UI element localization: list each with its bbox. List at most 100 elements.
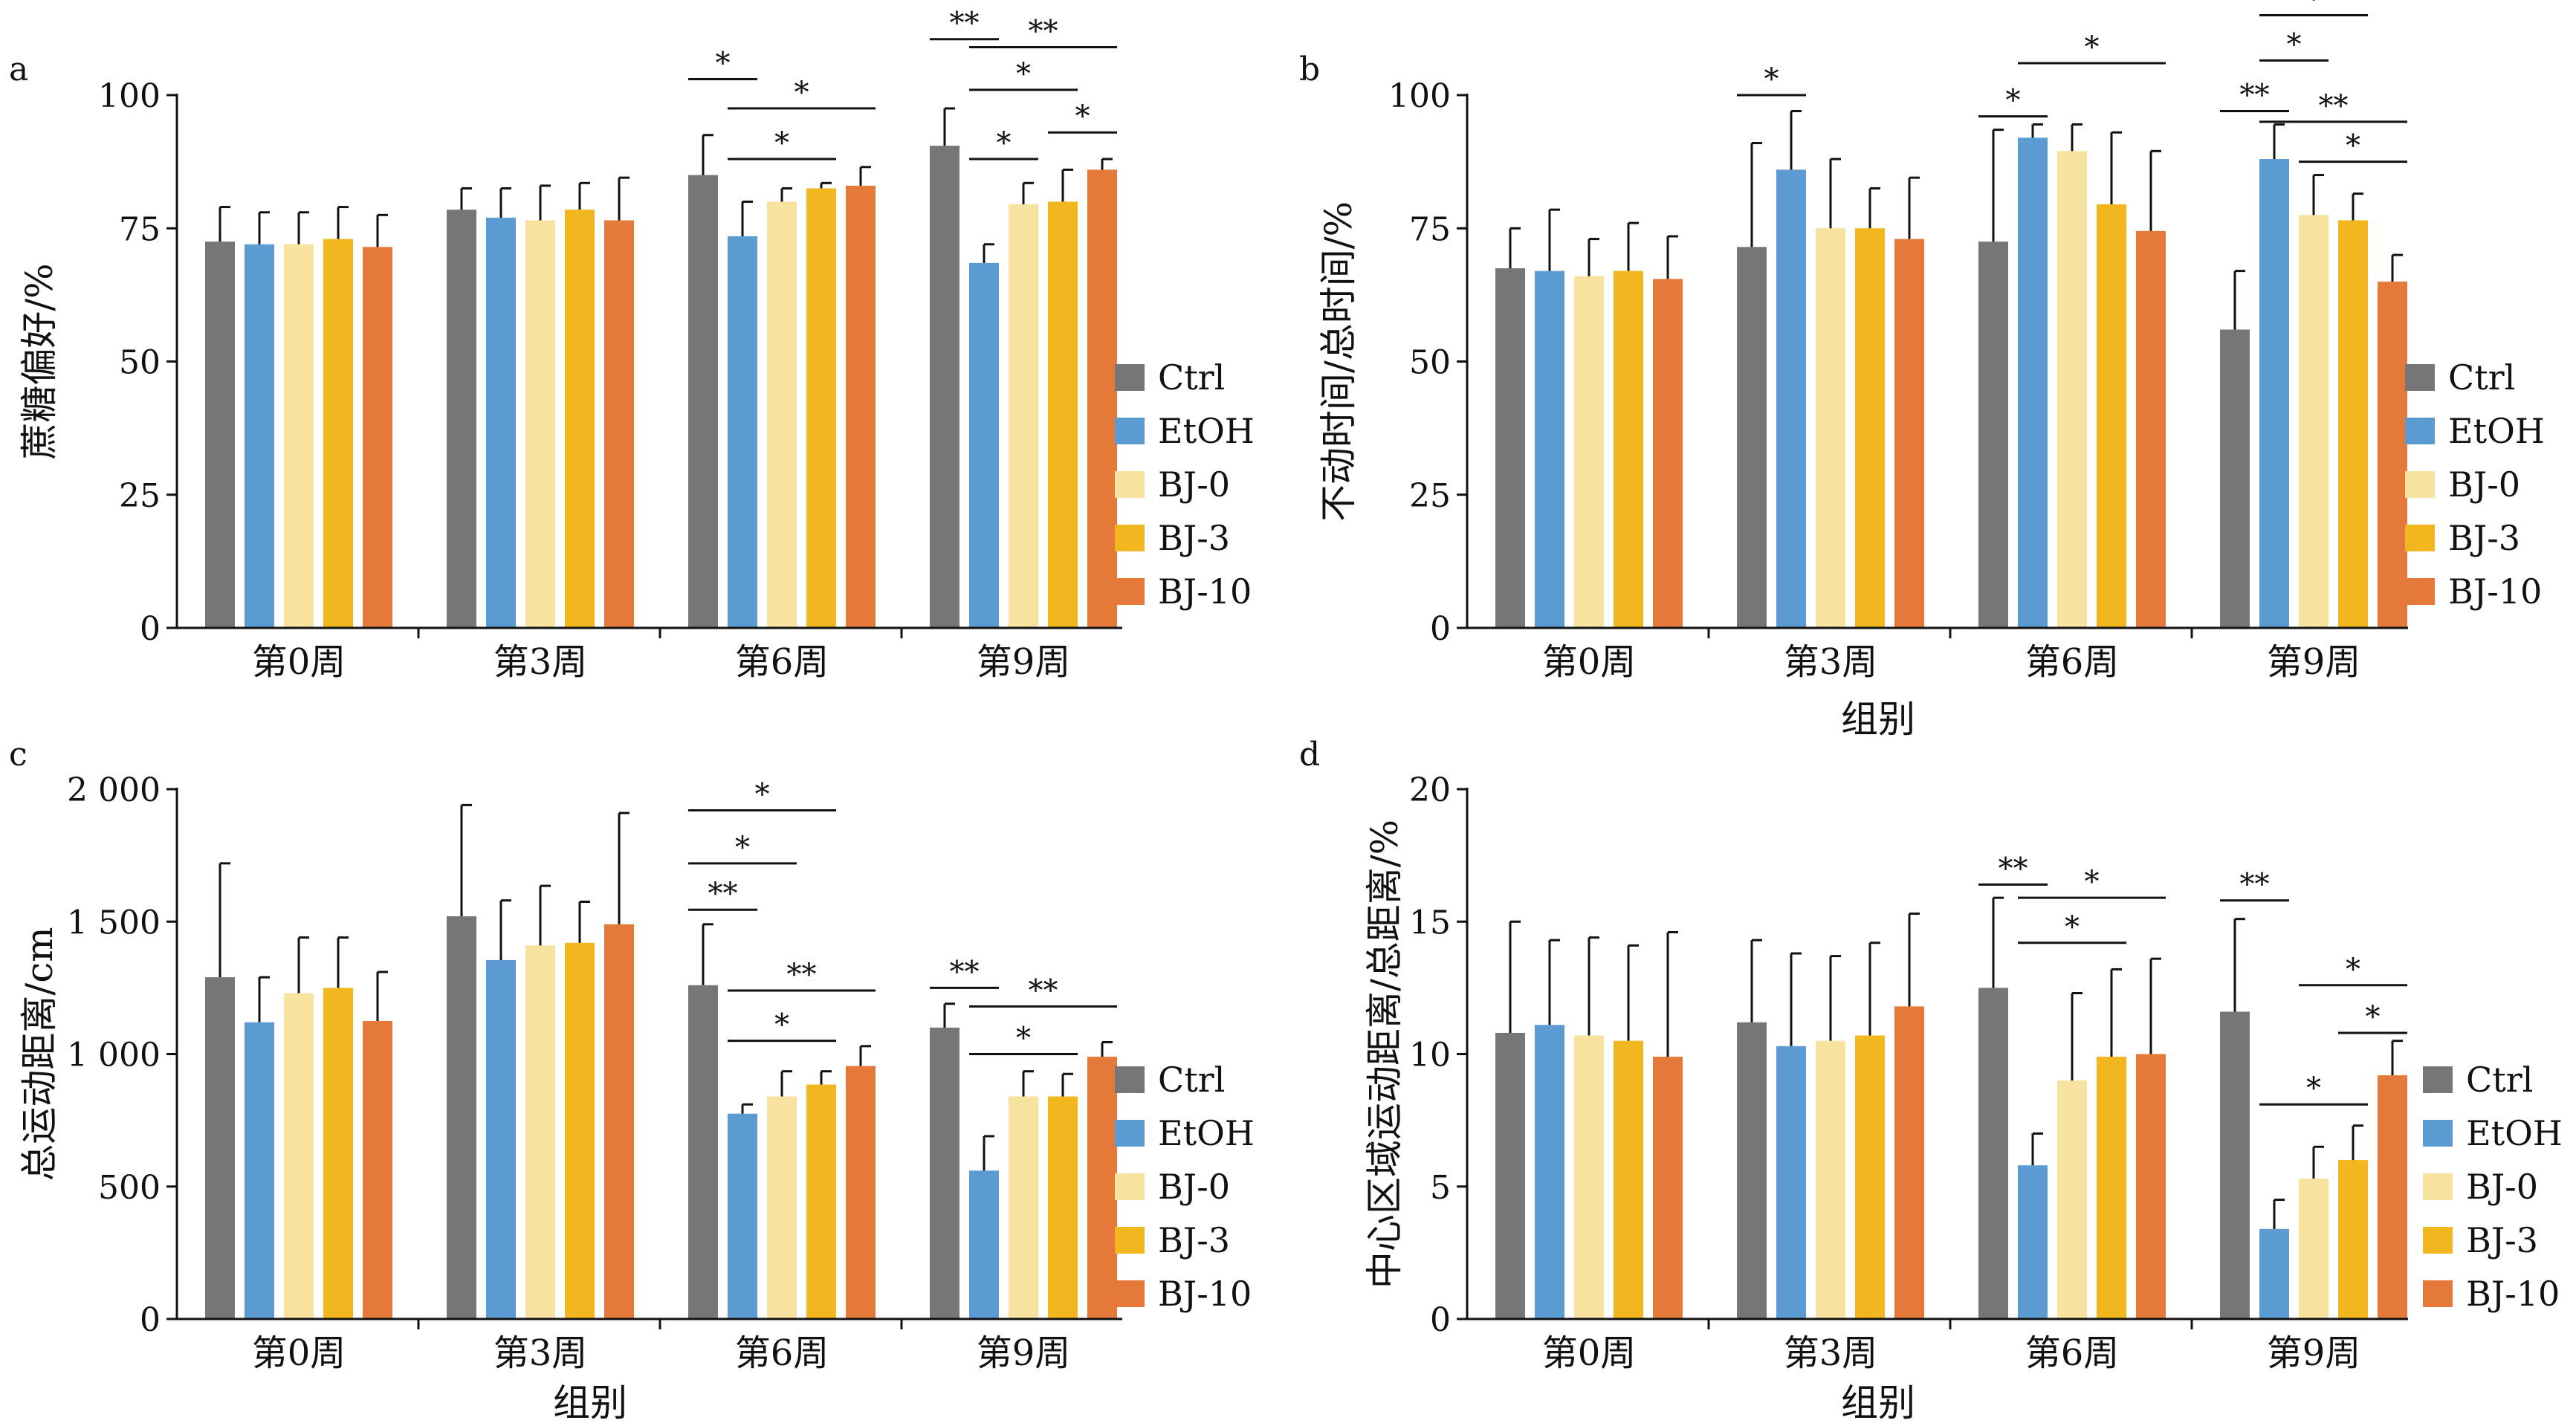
y-tick-label: 25	[119, 477, 161, 515]
bar	[1894, 1006, 1924, 1319]
legend-swatch	[2423, 1280, 2453, 1307]
bar	[205, 242, 235, 628]
legend-swatch	[2423, 1227, 2453, 1254]
significance-label: *	[774, 1008, 789, 1043]
significance-label: *	[1016, 57, 1031, 91]
y-tick-label: 25	[1409, 477, 1451, 515]
significance-label: *	[2006, 84, 2021, 118]
x-tick-label: 第6周	[2025, 641, 2120, 683]
bar	[1776, 1046, 1806, 1319]
significance-label: *	[1016, 1022, 1031, 1056]
y-tick-label: 0	[1430, 610, 1451, 648]
significance-label: *	[2306, 0, 2321, 16]
bar	[2259, 1228, 2289, 1319]
bar	[2136, 230, 2166, 629]
panel-label-a: a	[9, 51, 28, 88]
y-tick-label: 100	[1388, 77, 1451, 115]
legend-swatch	[1115, 1280, 1145, 1307]
bar	[1574, 1035, 1604, 1319]
bar	[1495, 268, 1525, 628]
bar	[1574, 276, 1604, 628]
legend-swatch	[2405, 578, 2435, 605]
legend-label: BJ-3	[2466, 1220, 2538, 1260]
bar	[2136, 1054, 2166, 1319]
bar	[525, 945, 555, 1319]
significance-label: *	[2085, 865, 2100, 899]
bar	[1894, 239, 1924, 629]
legend-swatch	[1115, 1120, 1145, 1147]
legend-label: EtOH	[2448, 411, 2545, 451]
significance-label: *	[795, 76, 809, 110]
bar	[1535, 270, 1564, 628]
bar	[447, 916, 476, 1319]
legend-label: BJ-0	[1158, 1167, 1230, 1207]
legend-label: BJ-3	[1158, 518, 1230, 558]
significance-label: **	[2240, 868, 2270, 902]
significance-label: *	[774, 126, 789, 161]
bar	[767, 201, 797, 628]
legend-swatch	[2423, 1066, 2453, 1093]
bar	[2057, 1080, 2087, 1319]
y-axis-label: 不动时间/总时间/%	[1317, 201, 1360, 522]
significance-label: **	[1029, 973, 1058, 1008]
y-tick-label: 75	[1409, 210, 1451, 248]
significance-label: **	[950, 955, 980, 989]
y-tick-label: 500	[98, 1169, 161, 1207]
y-tick-label: 0	[140, 1301, 161, 1339]
bar	[2259, 159, 2289, 629]
x-tick-label: 第3周	[1784, 641, 1878, 683]
y-tick-label: 1 500	[67, 904, 161, 942]
significance-label: *	[716, 46, 731, 80]
legend-label: Ctrl	[1158, 357, 1225, 398]
bar	[1978, 988, 2008, 1319]
significance-label: **	[2319, 89, 2349, 123]
y-tick-label: 1 000	[67, 1037, 161, 1075]
y-tick-label: 10	[1409, 1037, 1451, 1075]
significance-label: *	[1764, 62, 1779, 97]
x-tick-label: 第6周	[735, 1332, 829, 1374]
bar	[2378, 281, 2407, 628]
bar	[688, 985, 718, 1319]
bar	[2338, 1160, 2368, 1319]
bar	[1048, 201, 1078, 628]
x-tick-label: 第9周	[2267, 1332, 2361, 1374]
significance-label: *	[997, 126, 1012, 161]
bar	[930, 1027, 959, 1319]
significance-label: *	[2366, 1000, 2381, 1034]
legend-swatch	[1115, 578, 1145, 605]
bar	[969, 262, 999, 628]
y-tick-label: 100	[98, 77, 161, 115]
y-tick-label: 15	[1409, 904, 1451, 942]
chart-panel-a: 0 25 50 75 100 第0周 第3周 第6周 第9周 蔗糖偏好/% Ctrl EtOH BJ-0…	[18, 7, 1255, 683]
significance-label: *	[2346, 129, 2360, 163]
bar	[486, 959, 516, 1319]
y-tick-label: 5	[1430, 1169, 1451, 1207]
significance-label: *	[2306, 1072, 2321, 1106]
y-tick-label: 75	[119, 210, 161, 248]
bar	[1009, 204, 1038, 628]
bar	[245, 1022, 274, 1319]
bar	[1009, 1096, 1038, 1319]
legend-swatch	[2423, 1173, 2453, 1200]
legend-label: BJ-0	[2448, 464, 2520, 505]
legend-label: Ctrl	[2448, 357, 2515, 398]
bar	[486, 217, 516, 628]
legend-label: BJ-10	[2448, 571, 2542, 612]
bar	[284, 993, 314, 1319]
x-axis-label: 组别	[553, 1381, 627, 1425]
legend-swatch	[2423, 1120, 2453, 1147]
bar	[2299, 1179, 2329, 1319]
bar	[2097, 1057, 2126, 1319]
bar	[969, 1170, 999, 1319]
significance-label: *	[2346, 953, 2360, 987]
legend-swatch	[1115, 1227, 1145, 1254]
bar	[1535, 1025, 1564, 1319]
bar	[1816, 228, 1845, 628]
bar	[806, 1084, 836, 1319]
legend-label: EtOH	[2466, 1113, 2563, 1153]
bar	[1653, 1057, 1683, 1319]
significance-label: *	[2065, 910, 2080, 944]
y-tick-label: 2 000	[67, 771, 161, 809]
